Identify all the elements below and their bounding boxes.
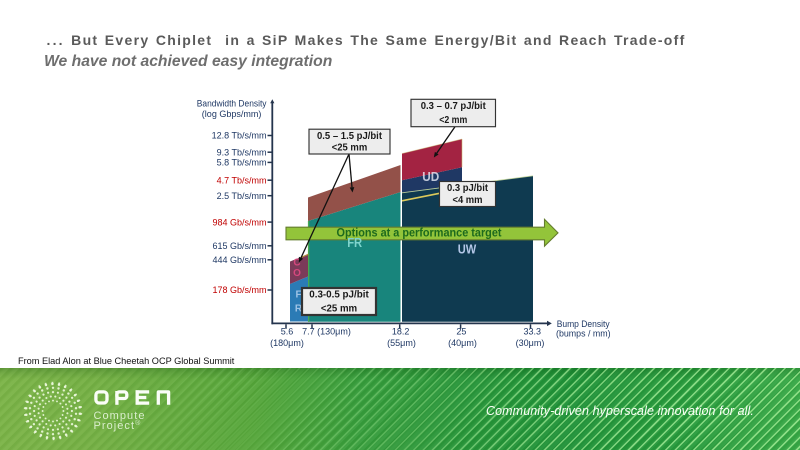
svg-text:4.7 Tb/s/mm: 4.7 Tb/s/mm bbox=[217, 175, 267, 185]
svg-text:UW: UW bbox=[458, 242, 477, 257]
svg-text:O: O bbox=[293, 268, 301, 279]
svg-text:0.3-0.5 pJ/bit: 0.3-0.5 pJ/bit bbox=[309, 290, 369, 301]
svg-text:F: F bbox=[295, 290, 301, 301]
svg-text:12.8 Tb/s/mm: 12.8 Tb/s/mm bbox=[212, 131, 267, 141]
svg-text:18.2: 18.2 bbox=[392, 327, 410, 337]
svg-text:(bumps / mm): (bumps / mm) bbox=[556, 329, 611, 339]
svg-text:444 Gb/s/mm: 444 Gb/s/mm bbox=[212, 255, 266, 265]
svg-text:0.5 – 1.5 pJ/bit: 0.5 – 1.5 pJ/bit bbox=[317, 131, 383, 142]
svg-text:<2 mm: <2 mm bbox=[439, 115, 467, 126]
svg-text:(55μm): (55μm) bbox=[387, 338, 416, 348]
svg-text:FR: FR bbox=[347, 236, 362, 250]
svg-text:7.7 (130μm): 7.7 (130μm) bbox=[302, 327, 351, 337]
svg-text:Options at a performance targe: Options at a performance target bbox=[337, 226, 502, 240]
svg-text:C: C bbox=[293, 258, 300, 269]
svg-text:<25 mm: <25 mm bbox=[332, 142, 368, 153]
svg-text:5.8 Tb/s/mm: 5.8 Tb/s/mm bbox=[217, 158, 267, 168]
svg-text:(40μm): (40μm) bbox=[448, 338, 477, 348]
svg-text:0.3 – 0.7 pJ/bit: 0.3 – 0.7 pJ/bit bbox=[421, 101, 487, 112]
svg-text:R: R bbox=[295, 304, 303, 315]
svg-text:(180μm): (180μm) bbox=[270, 338, 304, 348]
svg-text:<4 mm: <4 mm bbox=[453, 195, 483, 206]
svg-text:Bandwidth Density: Bandwidth Density bbox=[197, 98, 267, 108]
svg-text:178 Gb/s/mm: 178 Gb/s/mm bbox=[212, 285, 266, 295]
svg-text:UD: UD bbox=[422, 170, 439, 184]
svg-text:<25 mm: <25 mm bbox=[321, 303, 357, 314]
svg-text:0.3 pJ/bit: 0.3 pJ/bit bbox=[447, 183, 489, 194]
svg-text:984 Gb/s/mm: 984 Gb/s/mm bbox=[212, 217, 266, 227]
svg-text:9.3 Tb/s/mm: 9.3 Tb/s/mm bbox=[217, 147, 267, 157]
svg-text:615 Gb/s/mm: 615 Gb/s/mm bbox=[212, 241, 266, 251]
svg-text:25: 25 bbox=[456, 327, 466, 337]
svg-text:(log Gbps/mm): (log Gbps/mm) bbox=[202, 109, 262, 119]
svg-text:2.5 Tb/s/mm: 2.5 Tb/s/mm bbox=[217, 191, 267, 201]
svg-text:33.3: 33.3 bbox=[524, 327, 542, 337]
svg-text:Bump Density: Bump Density bbox=[557, 319, 610, 329]
svg-text:5.6: 5.6 bbox=[281, 327, 294, 337]
svg-text:(30μm): (30μm) bbox=[516, 338, 545, 348]
